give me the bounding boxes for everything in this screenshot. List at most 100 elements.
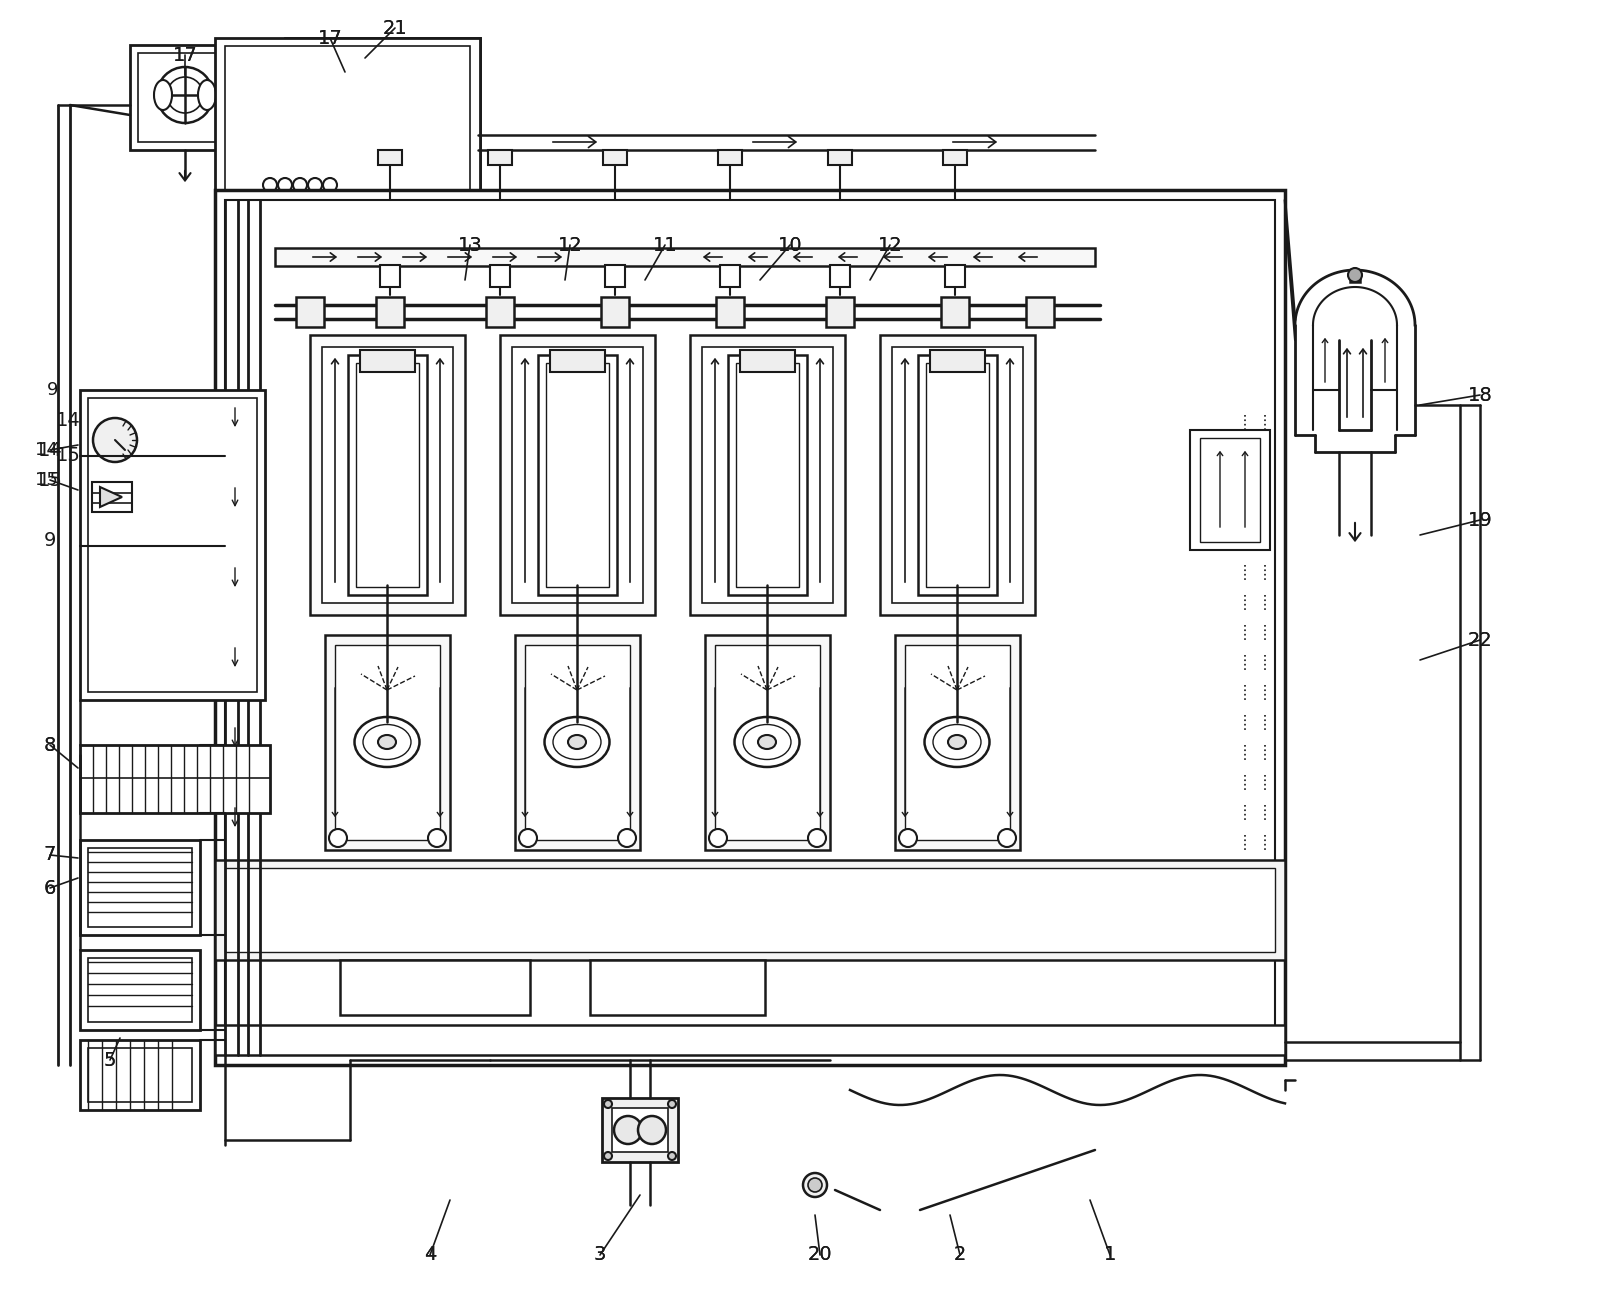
Circle shape bbox=[604, 1100, 612, 1108]
Circle shape bbox=[604, 1152, 612, 1160]
Text: 5: 5 bbox=[104, 1051, 117, 1069]
Bar bbox=[80, 950, 200, 1030]
Text: 6: 6 bbox=[43, 878, 56, 898]
Circle shape bbox=[807, 1178, 822, 1192]
Bar bbox=[603, 149, 627, 165]
Circle shape bbox=[1348, 268, 1362, 282]
Text: 13: 13 bbox=[457, 235, 483, 255]
Text: 19: 19 bbox=[1468, 511, 1492, 530]
Bar bbox=[601, 1098, 678, 1163]
Bar bbox=[715, 646, 820, 840]
Text: 22: 22 bbox=[1468, 630, 1492, 650]
Text: 15: 15 bbox=[37, 470, 62, 490]
Circle shape bbox=[998, 829, 1015, 847]
Ellipse shape bbox=[154, 81, 173, 110]
Bar bbox=[1190, 430, 1270, 549]
Bar bbox=[1027, 297, 1054, 327]
Ellipse shape bbox=[744, 725, 792, 760]
Circle shape bbox=[262, 178, 277, 192]
Bar bbox=[895, 635, 1020, 850]
Bar bbox=[285, 38, 480, 196]
Bar bbox=[325, 635, 449, 850]
Bar bbox=[926, 362, 990, 587]
Bar bbox=[524, 646, 630, 840]
Bar bbox=[88, 957, 192, 1022]
Bar bbox=[235, 210, 315, 255]
Text: 10: 10 bbox=[777, 235, 803, 255]
Bar bbox=[214, 860, 1286, 960]
Circle shape bbox=[617, 829, 636, 847]
Text: 3: 3 bbox=[593, 1246, 606, 1264]
Bar bbox=[728, 355, 807, 595]
Bar bbox=[349, 355, 427, 595]
Text: 11: 11 bbox=[652, 235, 678, 255]
Bar bbox=[945, 265, 966, 287]
Bar bbox=[80, 390, 265, 700]
Bar bbox=[601, 297, 628, 327]
Bar bbox=[326, 58, 385, 97]
Bar bbox=[489, 265, 510, 287]
Circle shape bbox=[520, 829, 537, 847]
Bar bbox=[943, 149, 967, 165]
Bar bbox=[550, 349, 604, 372]
Ellipse shape bbox=[568, 735, 585, 750]
Text: 10: 10 bbox=[777, 235, 803, 255]
Circle shape bbox=[899, 829, 916, 847]
Bar bbox=[892, 347, 1023, 603]
Bar bbox=[381, 265, 400, 287]
Text: 1: 1 bbox=[1103, 1246, 1116, 1264]
Bar bbox=[293, 45, 472, 188]
Circle shape bbox=[429, 829, 446, 847]
Ellipse shape bbox=[734, 717, 800, 766]
Circle shape bbox=[317, 103, 393, 178]
Ellipse shape bbox=[553, 725, 601, 760]
Circle shape bbox=[614, 1116, 643, 1144]
Bar bbox=[1350, 270, 1361, 282]
Bar bbox=[931, 349, 985, 372]
Bar bbox=[296, 297, 325, 327]
Text: 12: 12 bbox=[558, 235, 582, 255]
Text: 12: 12 bbox=[558, 235, 582, 255]
Text: 14: 14 bbox=[56, 410, 80, 430]
Bar bbox=[275, 248, 1095, 266]
Ellipse shape bbox=[377, 735, 397, 750]
Text: 21: 21 bbox=[382, 18, 408, 38]
Text: 3: 3 bbox=[593, 1246, 606, 1264]
Bar bbox=[138, 53, 232, 142]
Bar bbox=[318, 49, 393, 70]
Bar bbox=[225, 868, 1274, 952]
Bar bbox=[512, 347, 643, 603]
Bar bbox=[321, 347, 453, 603]
Text: 19: 19 bbox=[1468, 511, 1492, 530]
Ellipse shape bbox=[932, 725, 982, 760]
Circle shape bbox=[309, 178, 321, 192]
Text: 18: 18 bbox=[1468, 386, 1492, 404]
Bar bbox=[130, 45, 240, 149]
Ellipse shape bbox=[363, 725, 411, 760]
Text: 4: 4 bbox=[424, 1246, 437, 1264]
Bar bbox=[93, 482, 133, 512]
Polygon shape bbox=[101, 487, 122, 507]
Text: 1: 1 bbox=[1103, 1246, 1116, 1264]
Text: 20: 20 bbox=[807, 1246, 833, 1264]
Bar bbox=[720, 265, 740, 287]
Text: 2: 2 bbox=[955, 1246, 966, 1264]
Bar bbox=[88, 1048, 192, 1102]
Bar bbox=[377, 149, 401, 165]
Bar bbox=[691, 335, 844, 614]
Circle shape bbox=[329, 829, 347, 847]
Bar bbox=[80, 746, 270, 813]
Bar bbox=[88, 848, 192, 927]
Ellipse shape bbox=[355, 717, 419, 766]
Text: 20: 20 bbox=[807, 1246, 833, 1264]
Bar bbox=[357, 362, 419, 587]
Text: 17: 17 bbox=[173, 45, 197, 65]
Bar bbox=[716, 297, 744, 327]
Bar bbox=[736, 362, 800, 587]
Text: 11: 11 bbox=[652, 235, 678, 255]
Bar bbox=[214, 190, 1286, 1065]
Text: 17: 17 bbox=[318, 29, 342, 48]
Circle shape bbox=[238, 216, 257, 235]
Text: 12: 12 bbox=[878, 235, 902, 255]
Circle shape bbox=[157, 68, 213, 123]
